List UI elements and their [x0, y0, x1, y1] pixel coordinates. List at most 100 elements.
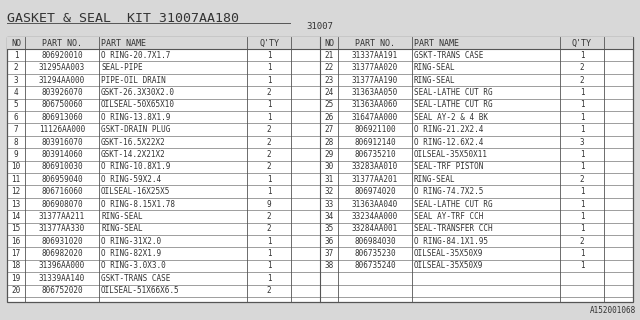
- Text: GSKT-16.5X22X2: GSKT-16.5X22X2: [101, 138, 166, 147]
- Text: SEAL-TRANSFER CCH: SEAL-TRANSFER CCH: [414, 224, 493, 233]
- Text: 8: 8: [13, 138, 19, 147]
- Text: Q'TY: Q'TY: [572, 38, 592, 47]
- Text: PART NO.: PART NO.: [355, 38, 395, 47]
- Text: 31377AA330: 31377AA330: [39, 224, 85, 233]
- Text: 9: 9: [13, 150, 19, 159]
- Text: 33284AA001: 33284AA001: [352, 224, 398, 233]
- Text: 806931020: 806931020: [41, 237, 83, 246]
- Text: 1: 1: [580, 100, 584, 109]
- Text: SEAL-LATHE CUT RG: SEAL-LATHE CUT RG: [414, 88, 493, 97]
- Text: 31295AA003: 31295AA003: [39, 63, 85, 72]
- Bar: [7, 37, 633, 302]
- Text: RING-SEAL: RING-SEAL: [101, 212, 143, 221]
- Text: 806920010: 806920010: [41, 51, 83, 60]
- Text: 806735240: 806735240: [354, 261, 396, 270]
- Text: 3: 3: [580, 138, 584, 147]
- Text: 31363AA050: 31363AA050: [352, 88, 398, 97]
- Text: 32: 32: [324, 187, 333, 196]
- Text: 12: 12: [12, 187, 20, 196]
- Text: 2: 2: [580, 237, 584, 246]
- Text: 803916070: 803916070: [41, 138, 83, 147]
- Text: 1: 1: [580, 212, 584, 221]
- Text: 806913060: 806913060: [41, 113, 83, 122]
- Text: O RING-8.15X1.78: O RING-8.15X1.78: [101, 199, 175, 209]
- Text: 806910030: 806910030: [41, 162, 83, 171]
- Text: 14: 14: [12, 212, 20, 221]
- Text: 38: 38: [324, 261, 333, 270]
- Text: 806974020: 806974020: [354, 187, 396, 196]
- Text: 1: 1: [267, 274, 271, 283]
- Text: 31396AA000: 31396AA000: [39, 261, 85, 270]
- Text: 28: 28: [324, 138, 333, 147]
- Text: 33234AA000: 33234AA000: [352, 212, 398, 221]
- Text: 806750060: 806750060: [41, 100, 83, 109]
- Text: O RING-74.7X2.5: O RING-74.7X2.5: [414, 187, 483, 196]
- Text: 806984030: 806984030: [354, 237, 396, 246]
- Text: O RING-20.7X1.7: O RING-20.7X1.7: [101, 51, 170, 60]
- Text: 2: 2: [267, 224, 271, 233]
- Text: 1: 1: [267, 237, 271, 246]
- Text: O RING-12.6X2.4: O RING-12.6X2.4: [414, 138, 483, 147]
- Text: 1: 1: [580, 249, 584, 258]
- Text: O RING-3.0X3.0: O RING-3.0X3.0: [101, 261, 166, 270]
- Text: SEAL-TRF PISTON: SEAL-TRF PISTON: [414, 162, 483, 171]
- Text: OILSEAL-51X66X6.5: OILSEAL-51X66X6.5: [101, 286, 180, 295]
- Text: 5: 5: [13, 100, 19, 109]
- Text: 16: 16: [12, 237, 20, 246]
- Text: Q'TY: Q'TY: [259, 38, 279, 47]
- Text: OILSEAL-35X50X9: OILSEAL-35X50X9: [414, 249, 483, 258]
- Text: 30: 30: [324, 162, 333, 171]
- Text: 2: 2: [267, 138, 271, 147]
- Text: O RING-84.1X1.95: O RING-84.1X1.95: [414, 237, 488, 246]
- Text: RING-SEAL: RING-SEAL: [414, 63, 456, 72]
- Text: A152001068: A152001068: [589, 306, 636, 315]
- Text: 34: 34: [324, 212, 333, 221]
- Text: PART NAME: PART NAME: [101, 38, 146, 47]
- Text: 1: 1: [267, 63, 271, 72]
- Text: 1: 1: [267, 249, 271, 258]
- Text: O RING-10.8X1.9: O RING-10.8X1.9: [101, 162, 170, 171]
- Text: 23: 23: [324, 76, 333, 84]
- Text: GSKT-DRAIN PLUG: GSKT-DRAIN PLUG: [101, 125, 170, 134]
- Text: 31377AA190: 31377AA190: [352, 76, 398, 84]
- Text: 2: 2: [267, 162, 271, 171]
- Text: 806982020: 806982020: [41, 249, 83, 258]
- Text: 2: 2: [580, 175, 584, 184]
- Text: 4: 4: [13, 88, 19, 97]
- Text: OILSEAL-16X25X5: OILSEAL-16X25X5: [101, 187, 170, 196]
- Text: 1: 1: [13, 51, 19, 60]
- Text: GASKET & SEAL  KIT 31007AA180: GASKET & SEAL KIT 31007AA180: [7, 12, 239, 25]
- Text: 31363AA060: 31363AA060: [352, 100, 398, 109]
- Text: 806921100: 806921100: [354, 125, 396, 134]
- Text: 7: 7: [13, 125, 19, 134]
- Text: SEAL-PIPE: SEAL-PIPE: [101, 63, 143, 72]
- Text: 806908070: 806908070: [41, 199, 83, 209]
- Text: 1: 1: [267, 113, 271, 122]
- Text: 803914060: 803914060: [41, 150, 83, 159]
- Text: 31377AA020: 31377AA020: [352, 63, 398, 72]
- Text: 806735230: 806735230: [354, 249, 396, 258]
- Text: 806716060: 806716060: [41, 187, 83, 196]
- Text: 11126AA000: 11126AA000: [39, 125, 85, 134]
- Text: 31337AA191: 31337AA191: [352, 51, 398, 60]
- Text: 35: 35: [324, 224, 333, 233]
- Text: 22: 22: [324, 63, 333, 72]
- Text: 1: 1: [580, 261, 584, 270]
- Text: 2: 2: [580, 63, 584, 72]
- Text: 10: 10: [12, 162, 20, 171]
- Text: SEAL AY-TRF CCH: SEAL AY-TRF CCH: [414, 212, 483, 221]
- Text: OILSEAL-35X50X9: OILSEAL-35X50X9: [414, 261, 483, 270]
- Text: 1: 1: [580, 113, 584, 122]
- Text: SEAL-LATHE CUT RG: SEAL-LATHE CUT RG: [414, 199, 493, 209]
- Text: O RING-82X1.9: O RING-82X1.9: [101, 249, 161, 258]
- Text: 31339AA140: 31339AA140: [39, 274, 85, 283]
- Text: 1: 1: [267, 100, 271, 109]
- Text: 33283AA010: 33283AA010: [352, 162, 398, 171]
- Text: 15: 15: [12, 224, 20, 233]
- Text: 25: 25: [324, 100, 333, 109]
- Text: 2: 2: [580, 76, 584, 84]
- Text: PIPE-OIL DRAIN: PIPE-OIL DRAIN: [101, 76, 166, 84]
- Text: 13: 13: [12, 199, 20, 209]
- Text: 31377AA211: 31377AA211: [39, 212, 85, 221]
- Text: 27: 27: [324, 125, 333, 134]
